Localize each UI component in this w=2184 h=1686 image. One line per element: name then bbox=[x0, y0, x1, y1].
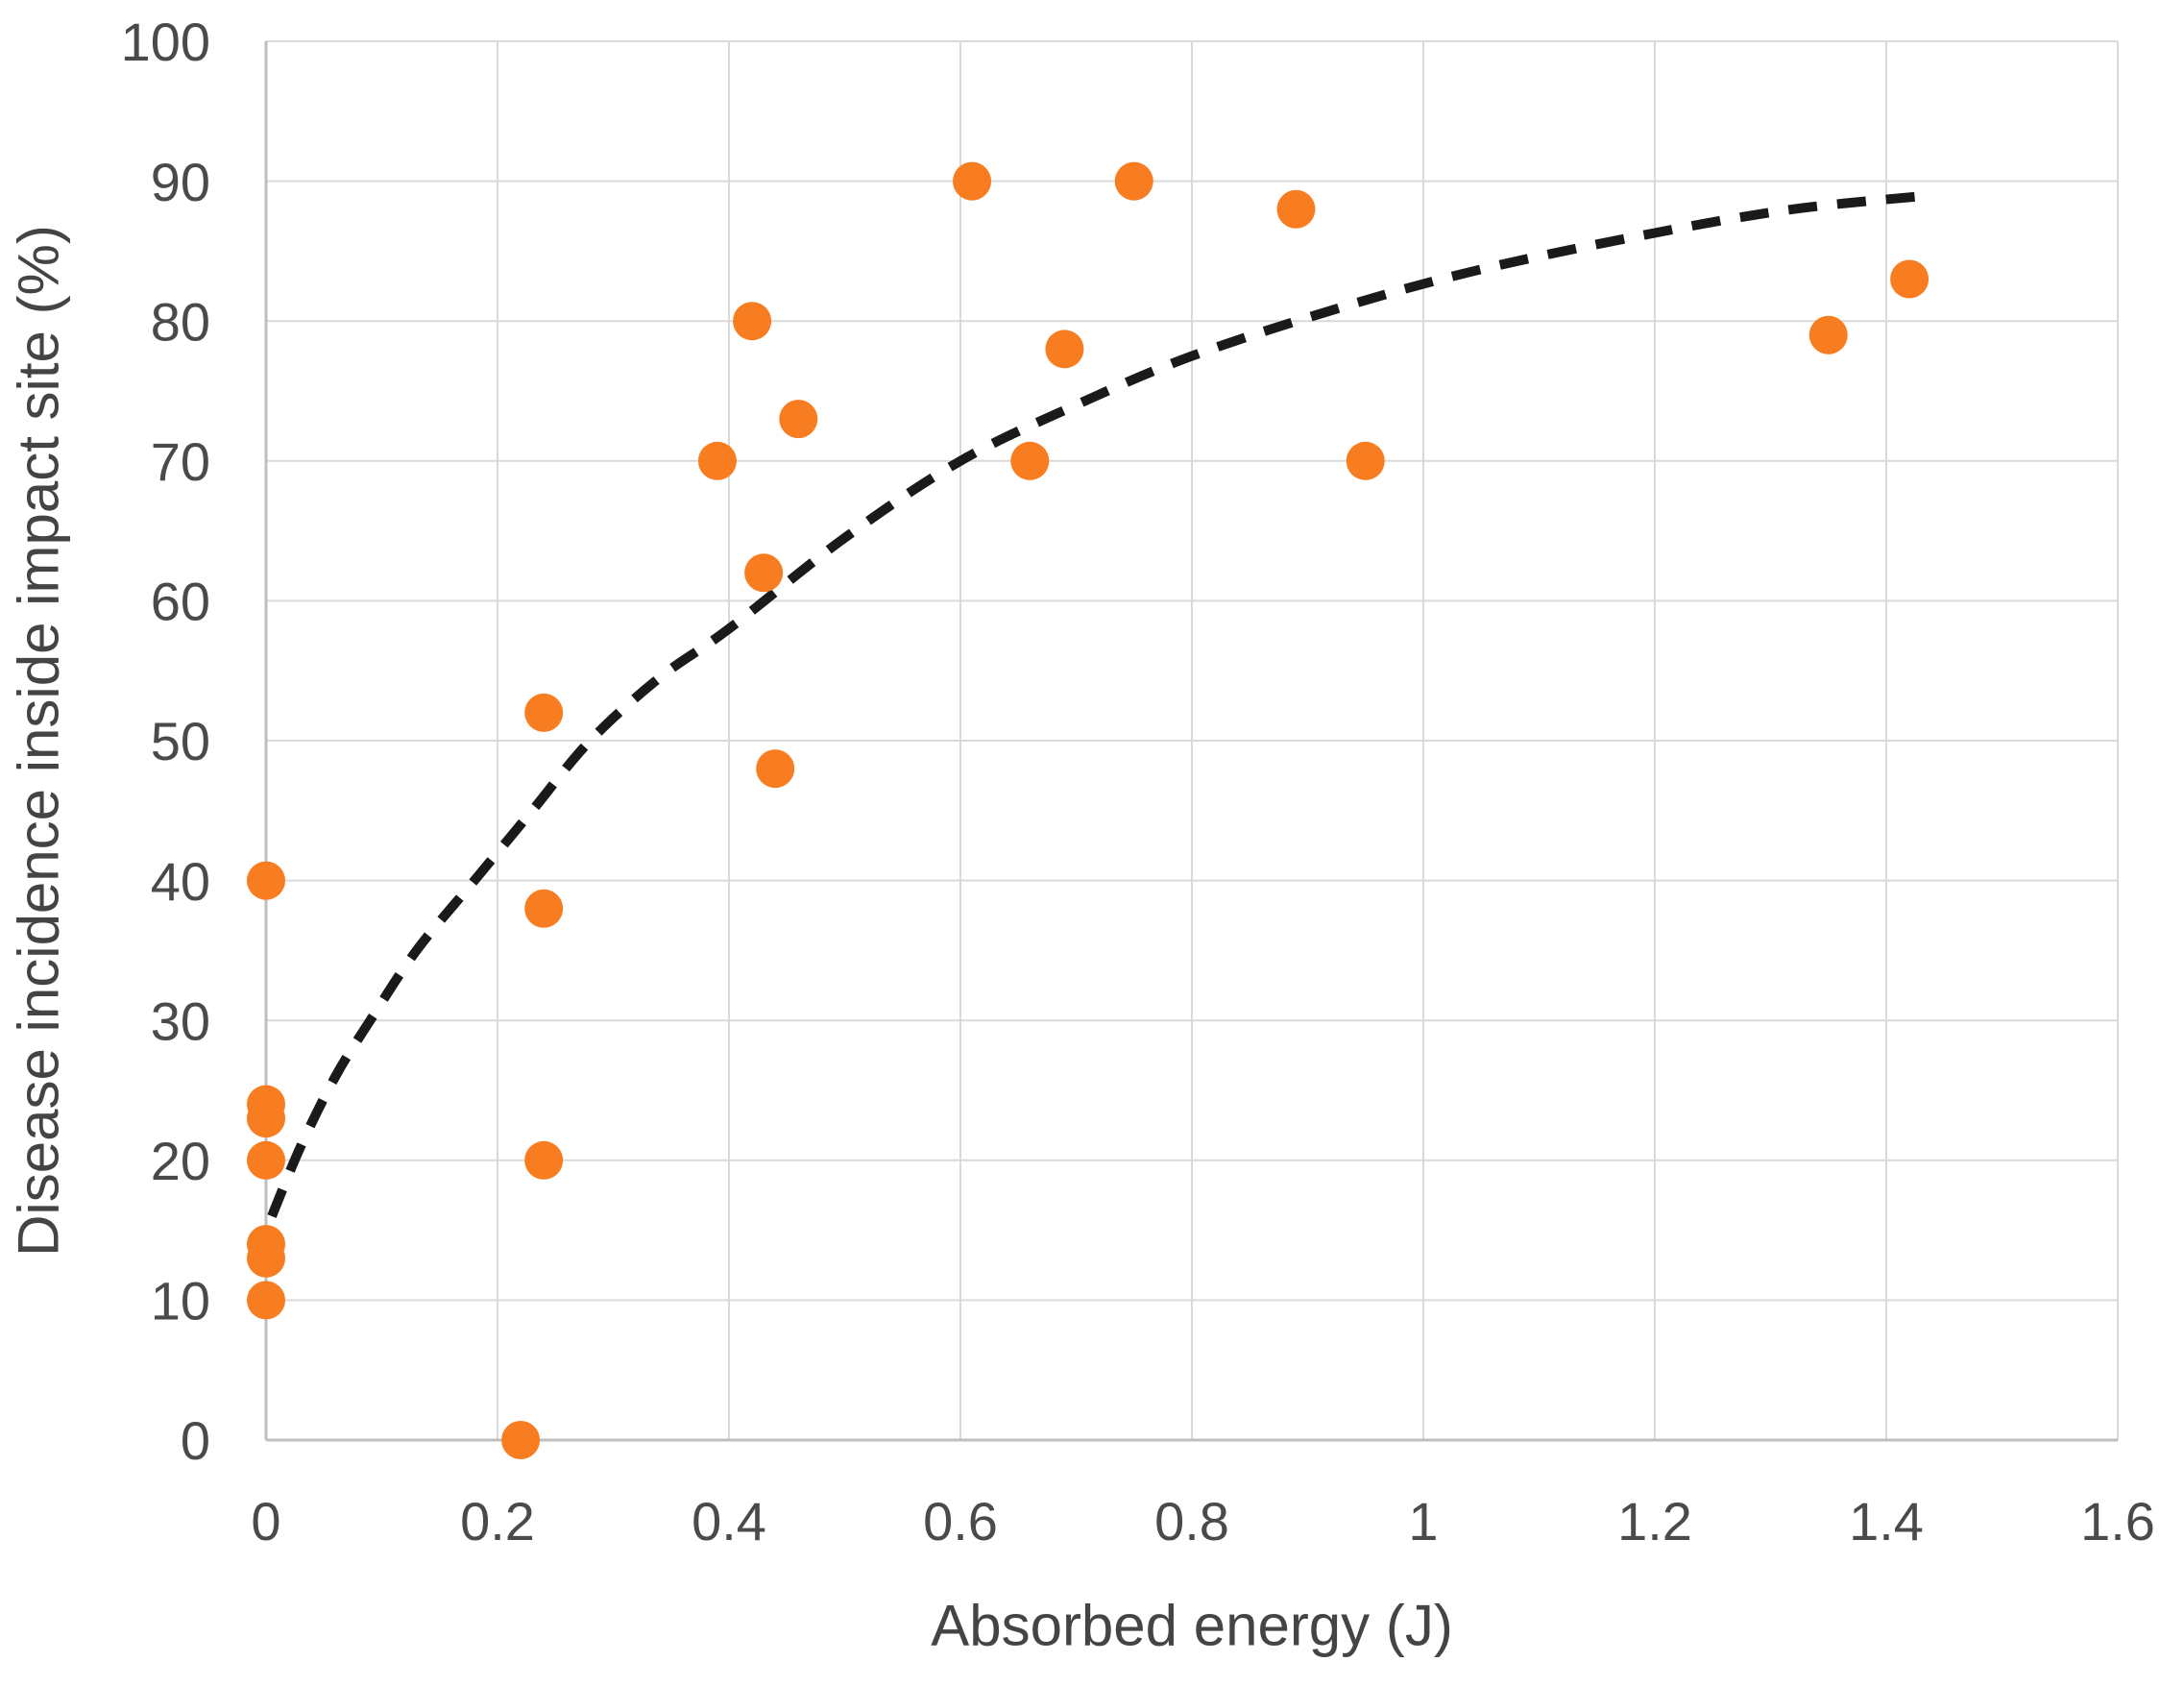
y-tick-label: 60 bbox=[151, 572, 210, 632]
data-point bbox=[953, 161, 992, 201]
data-point bbox=[779, 400, 818, 439]
y-tick-label: 50 bbox=[151, 711, 210, 771]
y-tick-label: 40 bbox=[151, 851, 210, 912]
y-tick-label: 80 bbox=[151, 291, 210, 352]
data-point bbox=[524, 693, 564, 732]
data-point bbox=[1045, 330, 1084, 369]
data-point bbox=[756, 749, 795, 789]
x-tick-label: 0.6 bbox=[923, 1491, 998, 1552]
x-tick-label: 0 bbox=[251, 1491, 280, 1552]
data-point bbox=[247, 1281, 285, 1320]
trendline-path bbox=[267, 190, 1933, 1218]
x-tick-label: 0.2 bbox=[460, 1491, 535, 1552]
y-tick-label: 30 bbox=[151, 990, 210, 1051]
data-point bbox=[744, 553, 784, 593]
x-tick-label: 0.8 bbox=[1154, 1491, 1229, 1552]
data-point bbox=[247, 861, 285, 900]
data-point bbox=[1346, 441, 1385, 480]
y-tick-label: 10 bbox=[151, 1271, 210, 1332]
x-tick-label: 1.4 bbox=[1849, 1491, 1924, 1552]
data-point bbox=[501, 1421, 541, 1459]
data-point bbox=[697, 441, 737, 480]
y-tick-label: 0 bbox=[181, 1410, 210, 1471]
x-axis-title: Absorbed energy (J) bbox=[931, 1593, 1453, 1658]
data-point bbox=[1276, 189, 1316, 229]
x-tick-label: 1.6 bbox=[2080, 1491, 2155, 1552]
data-point bbox=[1010, 441, 1050, 480]
x-tick-label: 1.2 bbox=[1617, 1491, 1692, 1552]
x-tick-label: 0.4 bbox=[692, 1491, 766, 1552]
data-point bbox=[524, 889, 564, 928]
data-point bbox=[733, 302, 772, 341]
y-tick-label: 70 bbox=[151, 431, 210, 492]
y-axis-title: Disease incidence inside impact site (%) bbox=[6, 225, 71, 1257]
data-point bbox=[1890, 259, 1929, 299]
x-tick-label: 1 bbox=[1408, 1491, 1438, 1552]
data-point bbox=[247, 1099, 285, 1138]
y-tick-label: 90 bbox=[151, 152, 210, 212]
y-tick-label: 100 bbox=[121, 12, 210, 72]
data-point bbox=[524, 1140, 564, 1180]
data-point bbox=[247, 1140, 285, 1180]
data-point bbox=[1114, 161, 1153, 201]
y-tick-label: 20 bbox=[151, 1131, 210, 1191]
data-point bbox=[1808, 315, 1848, 354]
data-point bbox=[247, 1238, 285, 1278]
